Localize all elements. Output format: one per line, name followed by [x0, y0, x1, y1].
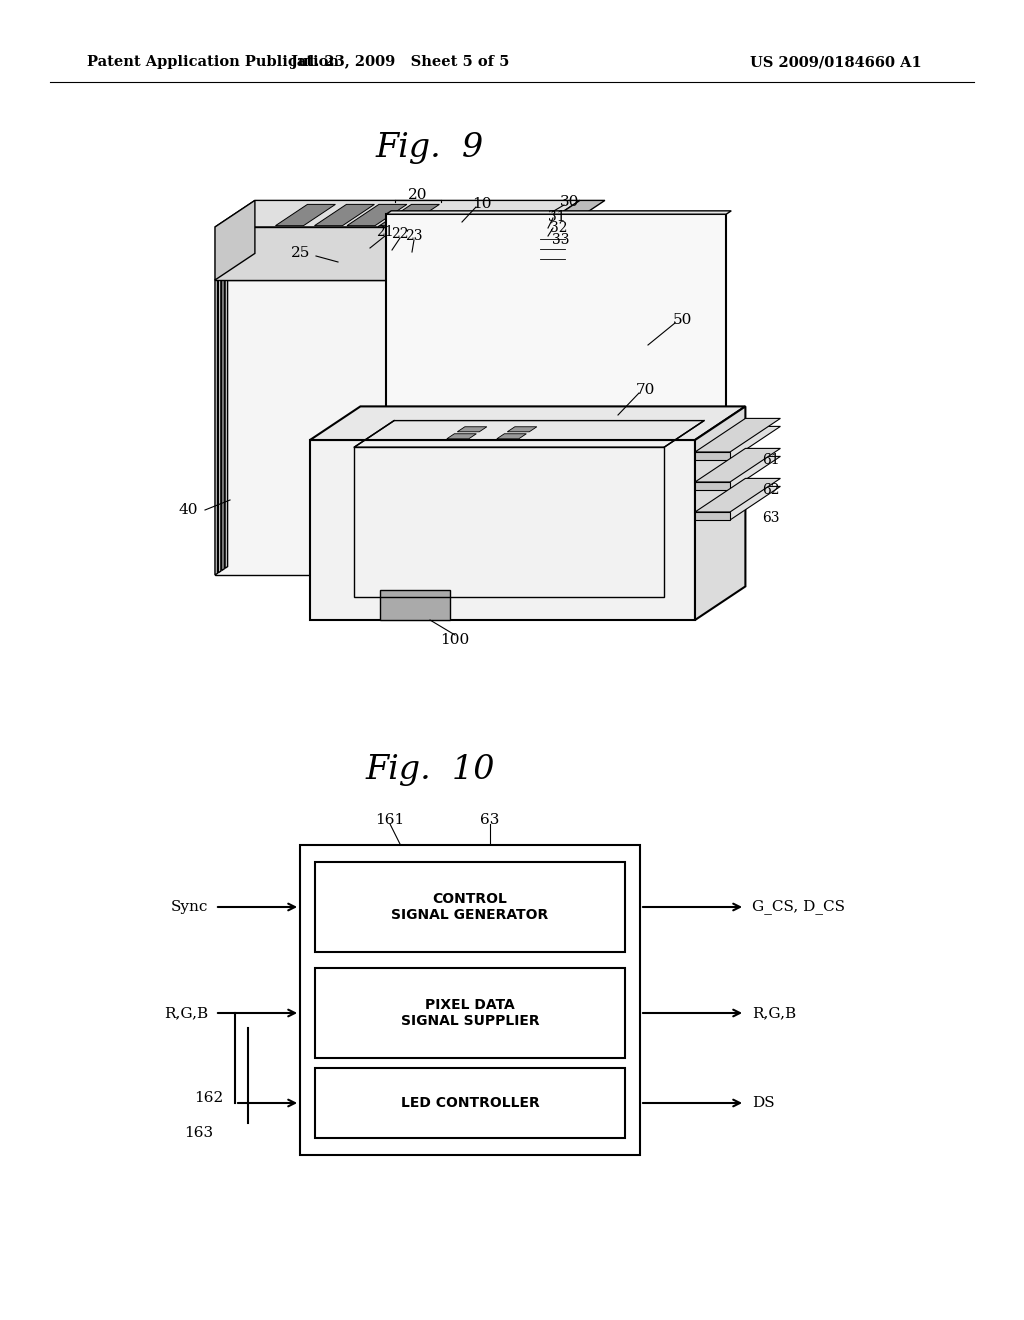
Polygon shape [310, 440, 695, 620]
Polygon shape [470, 215, 529, 227]
Polygon shape [695, 449, 780, 482]
Text: 161: 161 [376, 813, 404, 828]
Polygon shape [215, 201, 255, 280]
Text: R,G,B: R,G,B [164, 1006, 208, 1020]
Text: 32: 32 [550, 220, 567, 235]
Polygon shape [695, 418, 780, 451]
Text: 63: 63 [762, 511, 779, 525]
Text: R,G,B: R,G,B [752, 1006, 796, 1020]
Text: 61: 61 [762, 453, 780, 467]
Polygon shape [695, 457, 780, 490]
Bar [315, 862, 625, 952]
Polygon shape [446, 434, 476, 438]
Polygon shape [507, 426, 537, 432]
Polygon shape [386, 214, 726, 549]
Polygon shape [225, 272, 553, 273]
Text: 22: 22 [391, 227, 409, 242]
Text: Jul. 23, 2009   Sheet 5 of 5: Jul. 23, 2009 Sheet 5 of 5 [291, 55, 509, 69]
Bar [315, 968, 625, 1059]
Text: 162: 162 [194, 1092, 223, 1105]
Text: 40: 40 [178, 503, 198, 517]
Polygon shape [314, 205, 375, 226]
Polygon shape [215, 279, 543, 280]
Polygon shape [695, 478, 780, 512]
Polygon shape [310, 407, 745, 440]
Text: US 2009/0184660 A1: US 2009/0184660 A1 [750, 55, 922, 69]
Polygon shape [497, 434, 526, 438]
Polygon shape [540, 201, 605, 227]
Polygon shape [695, 426, 780, 459]
Polygon shape [218, 276, 221, 573]
Text: 50: 50 [673, 313, 691, 327]
Text: 100: 100 [440, 634, 470, 647]
Text: PIXEL DATA
SIGNAL SUPPLIER: PIXEL DATA SIGNAL SUPPLIER [400, 998, 540, 1028]
Polygon shape [225, 273, 550, 569]
Text: 23: 23 [406, 228, 423, 243]
Polygon shape [458, 426, 486, 432]
Polygon shape [218, 276, 546, 277]
Polygon shape [380, 590, 450, 620]
Text: 20: 20 [409, 187, 428, 202]
Text: 63: 63 [480, 813, 500, 828]
Text: DS: DS [752, 1096, 774, 1110]
Text: Fig.  9: Fig. 9 [376, 132, 484, 164]
Bar [315, 1068, 625, 1138]
Polygon shape [215, 279, 217, 576]
Text: CONTROL
SIGNAL GENERATOR: CONTROL SIGNAL GENERATOR [391, 892, 549, 923]
Text: Fig.  10: Fig. 10 [366, 754, 495, 785]
Text: 21: 21 [376, 224, 394, 239]
Polygon shape [540, 227, 565, 310]
Polygon shape [275, 205, 336, 226]
Polygon shape [695, 407, 745, 620]
Polygon shape [386, 211, 731, 214]
Text: G_CS, D_CS: G_CS, D_CS [752, 899, 845, 915]
Text: 163: 163 [184, 1126, 213, 1140]
Text: LED CONTROLLER: LED CONTROLLER [400, 1096, 540, 1110]
Polygon shape [215, 227, 540, 280]
Text: 62: 62 [762, 483, 779, 498]
Polygon shape [380, 205, 439, 226]
Text: 33: 33 [552, 234, 569, 247]
Text: 30: 30 [560, 195, 580, 209]
Polygon shape [215, 201, 580, 227]
Polygon shape [695, 512, 730, 520]
Polygon shape [695, 482, 730, 490]
Polygon shape [215, 280, 540, 576]
Polygon shape [695, 486, 780, 520]
Polygon shape [225, 272, 227, 569]
Text: 25: 25 [291, 246, 310, 260]
Polygon shape [470, 227, 512, 280]
Polygon shape [218, 277, 544, 573]
Polygon shape [695, 451, 730, 459]
Polygon shape [222, 273, 549, 276]
Polygon shape [347, 205, 407, 226]
Text: Patent Application Publication: Patent Application Publication [87, 55, 339, 69]
Text: 10: 10 [472, 197, 492, 211]
Polygon shape [222, 273, 224, 570]
Text: 31: 31 [548, 210, 566, 224]
Bar [300, 845, 640, 1155]
Polygon shape [222, 276, 547, 570]
Text: 70: 70 [635, 383, 654, 397]
Text: Sync: Sync [171, 900, 208, 913]
